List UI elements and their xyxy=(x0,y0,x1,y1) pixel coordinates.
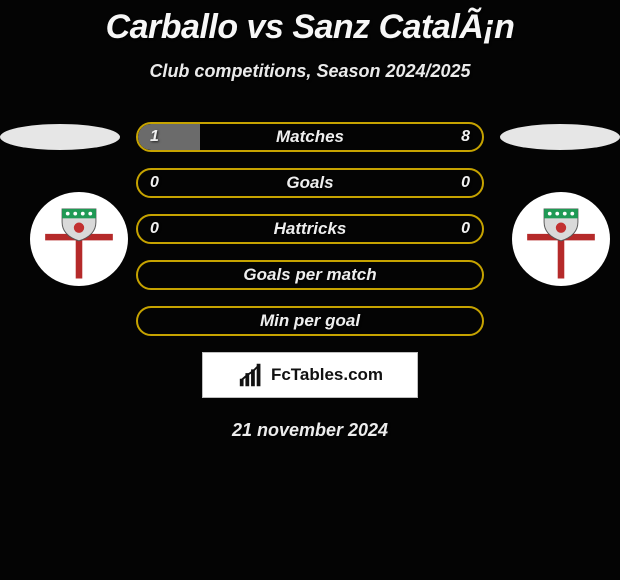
crest-icon xyxy=(30,192,128,286)
player-left-slot xyxy=(0,124,120,286)
club-crest-left xyxy=(30,192,128,286)
placeholder-ellipse xyxy=(500,124,620,150)
placeholder-ellipse xyxy=(0,124,120,150)
stat-row: 18Matches xyxy=(136,122,484,152)
stat-label: Min per goal xyxy=(138,308,482,334)
stat-label: Goals xyxy=(138,170,482,196)
stat-label: Hattricks xyxy=(138,216,482,242)
player-right-slot xyxy=(500,124,620,286)
club-crest-right xyxy=(512,192,610,286)
page-subtitle: Club competitions, Season 2024/2025 xyxy=(0,61,620,82)
stats-container: 18Matches 00Goals 00Hattricks Goals per mat… xyxy=(136,122,484,336)
stat-row: Min per goal xyxy=(136,306,484,336)
source-badge: FcTables.com xyxy=(202,352,418,398)
stat-label: Matches xyxy=(138,124,482,150)
badge-text: FcTables.com xyxy=(271,365,383,385)
page-title: Carballo vs Sanz CatalÃ¡n xyxy=(0,0,620,47)
bar-chart-icon xyxy=(237,360,267,390)
stat-row: 00Goals xyxy=(136,168,484,198)
snapshot-date: 21 november 2024 xyxy=(0,420,620,441)
stat-label: Goals per match xyxy=(138,262,482,288)
stat-row: 00Hattricks xyxy=(136,214,484,244)
crest-icon xyxy=(512,192,610,286)
stat-row: Goals per match xyxy=(136,260,484,290)
